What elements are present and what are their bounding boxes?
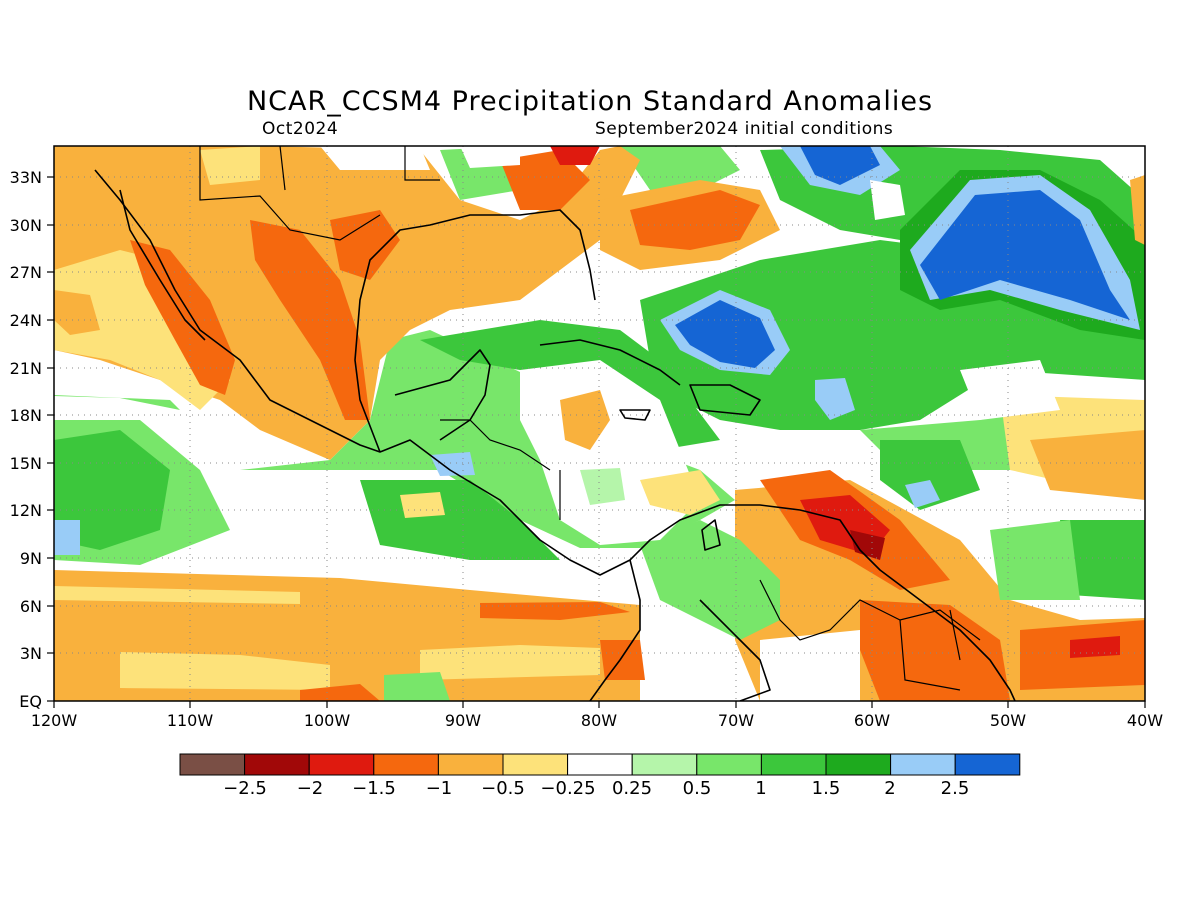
x-axis-ticks — [53, 701, 1146, 708]
y-tick-label: EQ — [19, 692, 42, 711]
map-gridlines — [54, 146, 1145, 701]
x-tick-label: 50W — [990, 711, 1026, 730]
colorbar-label: −2 — [297, 778, 324, 799]
y-tick-label: 12N — [10, 501, 42, 520]
colorbar-label: −1.5 — [352, 778, 396, 799]
colorbar-swatch — [179, 753, 246, 776]
colorbar-swatch — [825, 753, 892, 776]
coastlines — [94, 169, 1016, 701]
colorbar-swatch — [696, 753, 762, 776]
colorbar: −2.5 −2 −1.5 −1 −0.5 −0.25 0.25 0.5 1 1.… — [179, 753, 1021, 799]
chart-title: NCAR_CCSM4 Precipitation Standard Anomal… — [247, 86, 933, 117]
y-tick-label: 15N — [10, 454, 42, 473]
colorbar-label: −0.5 — [481, 778, 525, 799]
colorbar-swatch — [567, 753, 633, 776]
x-tick-label: 110W — [167, 711, 214, 730]
colorbar-swatch — [373, 753, 439, 776]
anomaly-fields-neutral — [400, 360, 1145, 545]
colorbar-label: 1.5 — [812, 778, 841, 799]
anomaly-fields-dry-south — [54, 570, 645, 701]
colorbar-label: −2.5 — [223, 778, 267, 799]
colorbar-label: 0.25 — [612, 778, 652, 799]
y-tick-label: 30N — [10, 216, 42, 235]
colorbar-label: 0.5 — [683, 778, 712, 799]
colorbar-swatch — [308, 753, 375, 776]
forecast-month: Oct2024 — [262, 119, 338, 139]
y-axis-ticks — [47, 176, 54, 702]
x-axis-labels: 120W 110W 100W 90W 80W 70W 60W 50W 40W — [31, 711, 1163, 730]
x-tick-label: 80W — [581, 711, 617, 730]
colorbar-label: −1 — [426, 778, 453, 799]
x-tick-label: 120W — [31, 711, 78, 730]
y-tick-label: 6N — [20, 597, 42, 616]
colorbar-swatch — [244, 753, 310, 776]
colorbar-swatch — [760, 753, 827, 776]
x-tick-label: 70W — [718, 711, 754, 730]
y-tick-label: 33N — [10, 168, 42, 187]
x-tick-label: 40W — [1127, 711, 1163, 730]
y-axis-labels: EQ 3N 6N 9N 12N 15N 18N 21N 24N 27N 30N … — [10, 168, 42, 711]
colorbar-label: 2 — [884, 778, 895, 799]
colorbar-labels: −2.5 −2 −1.5 −1 −0.5 −0.25 0.25 0.5 1 1.… — [223, 778, 969, 799]
colorbar-label: 2.5 — [941, 778, 970, 799]
initial-conditions: September2024 initial conditions — [595, 119, 893, 139]
y-tick-label: 18N — [10, 406, 42, 425]
y-tick-label: 21N — [10, 359, 42, 378]
borders — [199, 146, 981, 691]
x-tick-label: 60W — [854, 711, 890, 730]
colorbar-swatch — [502, 753, 569, 776]
y-tick-label: 24N — [10, 311, 42, 330]
y-tick-label: 27N — [10, 263, 42, 282]
colorbar-label: −0.25 — [540, 778, 595, 799]
colorbar-label: 1 — [755, 778, 766, 799]
colorbar-swatch — [631, 753, 698, 776]
y-tick-label: 9N — [20, 549, 42, 568]
colorbar-swatch — [954, 753, 1021, 776]
anomaly-map — [54, 146, 1145, 701]
x-tick-label: 100W — [304, 711, 351, 730]
colorbar-swatch — [437, 753, 504, 776]
anomaly-fields-wet-atlantic — [430, 146, 1145, 508]
colorbar-swatch — [890, 753, 956, 776]
anomaly-fields-dry-north — [54, 146, 1145, 460]
colorbar-swatches — [179, 753, 1021, 776]
x-tick-label: 90W — [445, 711, 481, 730]
y-tick-label: 3N — [20, 644, 42, 663]
